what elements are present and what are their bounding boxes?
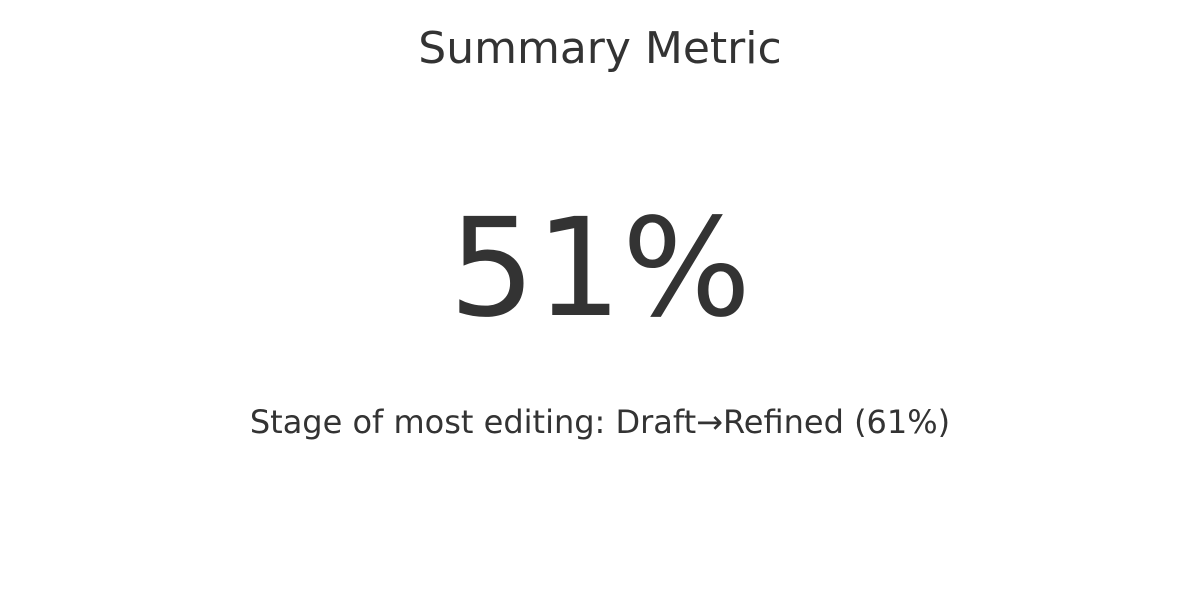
chart-title: Summary Metric xyxy=(418,23,782,74)
metric-subtitle: Stage of most editing: Draft→Refined (61… xyxy=(249,403,951,441)
metric-value: 51% xyxy=(448,190,752,348)
